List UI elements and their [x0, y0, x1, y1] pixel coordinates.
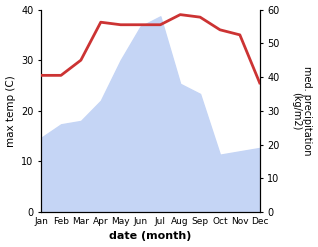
- X-axis label: date (month): date (month): [109, 231, 192, 242]
- Y-axis label: med. precipitation
(kg/m2): med. precipitation (kg/m2): [291, 66, 313, 156]
- Y-axis label: max temp (C): max temp (C): [5, 75, 16, 147]
